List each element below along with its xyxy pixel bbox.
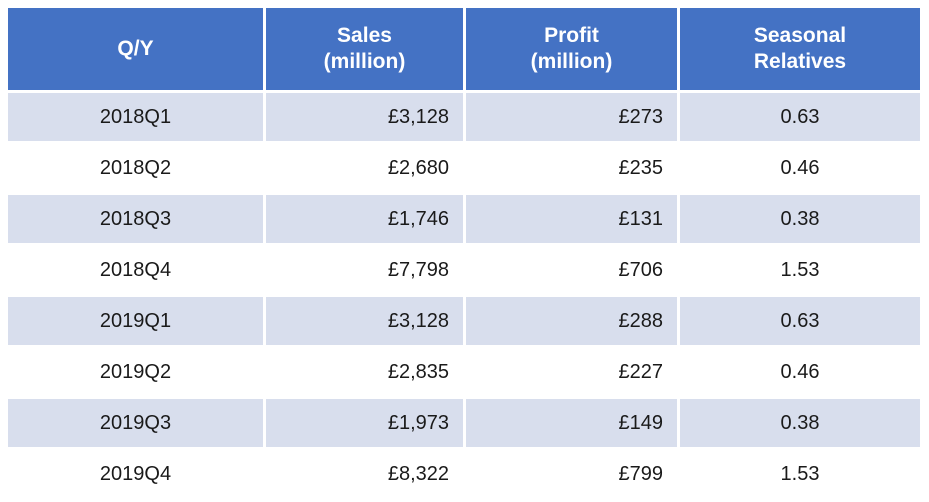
table-row: 2018Q2 £2,680 £235 0.46 — [8, 144, 920, 192]
header-label-seasonal: Seasonal Relatives — [754, 23, 846, 76]
cell-profit: £227 — [466, 348, 677, 396]
cell-profit: £706 — [466, 246, 677, 294]
header-cell-sales: Sales (million) — [266, 8, 463, 90]
cell-sales: £8,322 — [266, 450, 463, 498]
cell-sales: £3,128 — [266, 297, 463, 345]
header-line: Profit — [544, 23, 599, 47]
cell-profit: £799 — [466, 450, 677, 498]
cell-seasonal: 0.38 — [680, 195, 920, 243]
cell-seasonal: 1.53 — [680, 246, 920, 294]
cell-seasonal: 0.63 — [680, 297, 920, 345]
header-label-quarter: Q/Y — [117, 36, 153, 62]
cell-sales: £7,798 — [266, 246, 463, 294]
header-cell-quarter: Q/Y — [8, 8, 263, 90]
cell-seasonal: 1.53 — [680, 450, 920, 498]
table-row: 2018Q4 £7,798 £706 1.53 — [8, 246, 920, 294]
quarterly-data-table: Q/Y Sales (million) Profit (million) Sea… — [8, 8, 920, 498]
cell-seasonal: 0.46 — [680, 348, 920, 396]
cell-quarter: 2019Q2 — [8, 348, 263, 396]
table-row: 2019Q1 £3,128 £288 0.63 — [8, 297, 920, 345]
cell-seasonal: 0.63 — [680, 93, 920, 141]
header-line: Q/Y — [117, 36, 154, 60]
header-cell-seasonal: Seasonal Relatives — [680, 8, 920, 90]
header-line: Seasonal — [753, 23, 847, 47]
cell-seasonal: 0.38 — [680, 399, 920, 447]
table-row: 2018Q1 £3,128 £273 0.63 — [8, 93, 920, 141]
cell-quarter: 2019Q1 — [8, 297, 263, 345]
cell-sales: £1,746 — [266, 195, 463, 243]
cell-quarter: 2018Q3 — [8, 195, 263, 243]
cell-profit: £131 — [466, 195, 677, 243]
cell-quarter: 2018Q2 — [8, 144, 263, 192]
cell-profit: £235 — [466, 144, 677, 192]
header-label-sales: Sales (million) — [324, 23, 406, 76]
cell-seasonal: 0.46 — [680, 144, 920, 192]
header-line: (million) — [530, 50, 613, 73]
cell-sales: £1,973 — [266, 399, 463, 447]
cell-sales: £2,835 — [266, 348, 463, 396]
cell-quarter: 2019Q3 — [8, 399, 263, 447]
header-line: (million) — [323, 50, 406, 73]
cell-profit: £149 — [466, 399, 677, 447]
header-line: Sales — [337, 23, 392, 47]
header-label-profit: Profit (million) — [531, 23, 613, 76]
cell-quarter: 2019Q4 — [8, 450, 263, 498]
table-row: 2018Q3 £1,746 £131 0.38 — [8, 195, 920, 243]
cell-profit: £288 — [466, 297, 677, 345]
table-row: 2019Q4 £8,322 £799 1.53 — [8, 450, 920, 498]
header-row: Q/Y Sales (million) Profit (million) Sea… — [8, 8, 920, 90]
header-cell-profit: Profit (million) — [466, 8, 677, 90]
cell-sales: £2,680 — [266, 144, 463, 192]
cell-quarter: 2018Q4 — [8, 246, 263, 294]
header-line: Relatives — [753, 50, 847, 73]
cell-sales: £3,128 — [266, 93, 463, 141]
table-row: 2019Q2 £2,835 £227 0.46 — [8, 348, 920, 396]
cell-profit: £273 — [466, 93, 677, 141]
cell-quarter: 2018Q1 — [8, 93, 263, 141]
table-row: 2019Q3 £1,973 £149 0.38 — [8, 399, 920, 447]
